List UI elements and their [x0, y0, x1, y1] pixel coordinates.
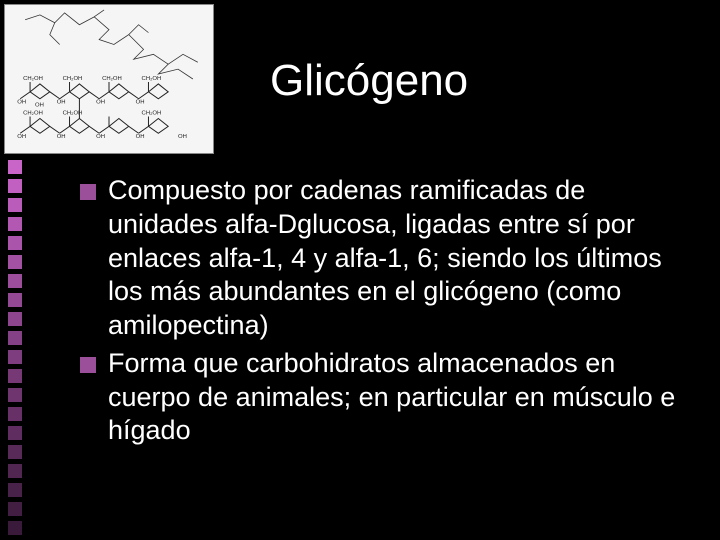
- decor-square: [8, 445, 22, 459]
- bullet-square-icon: [80, 184, 96, 200]
- slide: CH₂OH CH₂OH CH₂OH CH₂OH CH₂OH CH₂OH CH₂O…: [0, 0, 720, 540]
- svg-text:OH: OH: [136, 100, 145, 106]
- decor-square: [8, 464, 22, 478]
- slide-title: Glicógeno: [270, 56, 468, 106]
- svg-text:OH: OH: [57, 100, 66, 106]
- glycogen-structure-image: CH₂OH CH₂OH CH₂OH CH₂OH CH₂OH CH₂OH CH₂O…: [4, 4, 214, 154]
- decor-square: [8, 179, 22, 193]
- decor-square: [8, 426, 22, 440]
- decor-square: [8, 274, 22, 288]
- decor-square: [8, 483, 22, 497]
- svg-text:OH: OH: [35, 103, 44, 109]
- decor-square: [8, 331, 22, 345]
- list-item: Forma que carbohidratos almacenados en c…: [80, 347, 690, 448]
- decor-square: [8, 407, 22, 421]
- decor-square: [8, 236, 22, 250]
- bullet-list: Compuesto por cadenas ramificadas de uni…: [80, 174, 690, 452]
- svg-text:OH: OH: [178, 134, 187, 140]
- list-item: Compuesto por cadenas ramificadas de uni…: [80, 174, 690, 343]
- bullet-text: Compuesto por cadenas ramificadas de uni…: [108, 174, 690, 343]
- svg-text:OH: OH: [17, 134, 26, 140]
- decor-square: [8, 521, 22, 535]
- svg-text:OH: OH: [57, 134, 66, 140]
- svg-text:CH₂OH: CH₂OH: [142, 76, 162, 82]
- decor-square: [8, 160, 22, 174]
- bullet-square-icon: [80, 357, 96, 373]
- decor-square: [8, 198, 22, 212]
- decor-square: [8, 312, 22, 326]
- decor-square: [8, 350, 22, 364]
- svg-text:OH: OH: [96, 134, 105, 140]
- bullet-text: Forma que carbohidratos almacenados en c…: [108, 347, 690, 448]
- decorative-squares-strip: [8, 160, 28, 535]
- svg-text:CH₂OH: CH₂OH: [142, 111, 162, 117]
- decor-square: [8, 388, 22, 402]
- molecule-diagram: CH₂OH CH₂OH CH₂OH CH₂OH CH₂OH CH₂OH CH₂O…: [5, 5, 213, 153]
- decor-square: [8, 255, 22, 269]
- svg-text:OH: OH: [17, 100, 26, 106]
- svg-text:CH₂OH: CH₂OH: [23, 111, 43, 117]
- decor-square: [8, 293, 22, 307]
- svg-text:OH: OH: [136, 134, 145, 140]
- svg-text:OH: OH: [96, 100, 105, 106]
- svg-text:CH₂OH: CH₂OH: [102, 76, 122, 82]
- decor-square: [8, 217, 22, 231]
- decor-square: [8, 369, 22, 383]
- svg-text:CH₂OH: CH₂OH: [63, 76, 83, 82]
- svg-text:CH₂OH: CH₂OH: [23, 76, 43, 82]
- decor-square: [8, 502, 22, 516]
- svg-text:CH₂OH: CH₂OH: [63, 111, 83, 117]
